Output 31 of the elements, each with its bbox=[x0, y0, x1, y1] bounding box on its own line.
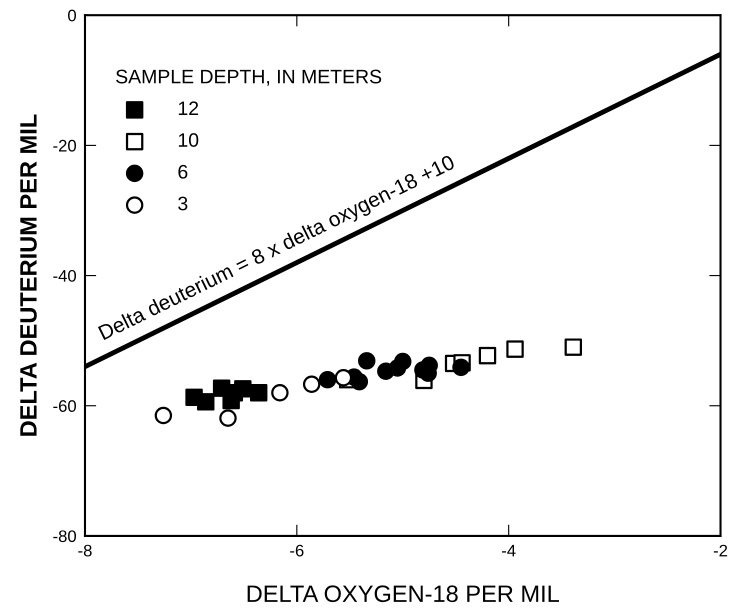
point bbox=[394, 352, 412, 370]
x-tick-label: -8 bbox=[78, 544, 92, 556]
legend-label: 12 bbox=[178, 101, 198, 115]
legend-label: 3 bbox=[178, 196, 188, 210]
y-axis-title: DELTA DEUTERIUM PER MIL bbox=[20, 114, 37, 436]
legend-title: SAMPLE DEPTH, IN METERS bbox=[116, 70, 382, 86]
point bbox=[452, 358, 470, 376]
x-axis-title: DELTA OXYGEN-18 PER MIL bbox=[248, 585, 560, 602]
point bbox=[318, 370, 336, 388]
y-tick-label: -80 bbox=[53, 530, 76, 542]
point bbox=[197, 393, 214, 411]
point bbox=[350, 372, 368, 390]
x-tick-label: -6 bbox=[290, 544, 304, 556]
legend-label: 10 bbox=[178, 133, 198, 147]
y-tick-label: -40 bbox=[53, 270, 76, 282]
point bbox=[154, 406, 172, 424]
y-tick-label: 0 bbox=[68, 10, 76, 22]
point bbox=[478, 346, 496, 364]
point bbox=[302, 376, 320, 393]
point bbox=[271, 384, 289, 402]
y-tick-label: -20 bbox=[53, 140, 76, 152]
point bbox=[219, 409, 237, 427]
point bbox=[250, 384, 268, 402]
point bbox=[506, 340, 524, 358]
y-tick-label: -60 bbox=[53, 400, 76, 412]
point bbox=[358, 352, 376, 370]
x-tick-label: -4 bbox=[502, 544, 516, 556]
point bbox=[234, 380, 252, 398]
x-tick-label: -2 bbox=[714, 544, 728, 556]
legend-label: 6 bbox=[178, 164, 188, 179]
point bbox=[564, 338, 582, 356]
